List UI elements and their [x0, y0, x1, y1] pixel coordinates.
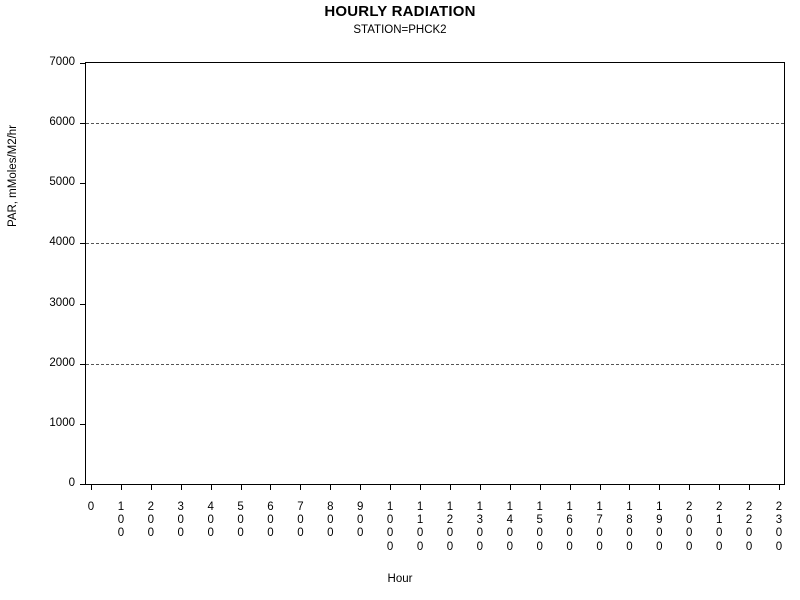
x-tick-mark [719, 485, 721, 490]
gridline [86, 123, 784, 125]
x-tick-mark [91, 485, 92, 490]
x-tick-mark [479, 485, 481, 490]
x-tick-mark [240, 485, 242, 490]
x-tick-mark [330, 485, 332, 490]
gridline [86, 363, 784, 365]
x-tick-mark [659, 485, 661, 490]
x-tick-mark [689, 485, 691, 490]
x-tick-mark [120, 485, 122, 490]
x-tick-mark [390, 485, 392, 490]
y-tick-mark [80, 183, 85, 185]
y-tick-label: 1000 [49, 416, 75, 429]
y-tick-label: 3000 [49, 296, 75, 309]
x-tick-mark [420, 485, 422, 490]
y-tick-mark [80, 63, 85, 64]
y-tick-label: 7000 [49, 56, 75, 68]
x-tick-mark [599, 485, 601, 490]
chart-title: HOURLY RADIATION [324, 3, 476, 20]
x-tick-mark [779, 485, 780, 490]
x-tick-mark [180, 485, 182, 490]
x-tick-mark [569, 485, 571, 490]
y-tick-mark [80, 363, 85, 365]
x-tick-mark [300, 485, 302, 490]
y-tick-mark [80, 484, 85, 485]
x-tick-mark [629, 485, 631, 490]
x-tick-label: 0 [87, 501, 95, 513]
y-tick-label: 2000 [49, 356, 75, 369]
y-tick-label: 6000 [49, 116, 75, 129]
y-tick-mark [80, 243, 85, 245]
x-axis-label: Hour [387, 573, 413, 585]
y-tick-label: 4000 [49, 236, 75, 249]
x-tick-mark [539, 485, 541, 490]
data-series-layer [86, 63, 784, 484]
y-axis-label: PAR, mMoles/M2/hr [7, 124, 19, 227]
x-tick-mark [449, 485, 451, 490]
chart-subtitle: STATION=PHCK2 [353, 24, 447, 36]
y-tick-mark [80, 123, 85, 125]
x-tick-mark [749, 485, 751, 490]
y-tick-mark [80, 423, 85, 425]
y-tick-label: 0 [68, 477, 75, 489]
x-tick-mark [150, 485, 152, 490]
x-tick-mark [360, 485, 362, 490]
x-tick-mark [509, 485, 511, 490]
y-tick-mark [80, 303, 85, 305]
x-tick-mark [210, 485, 212, 490]
plot-area [85, 62, 785, 485]
y-tick-label: 5000 [49, 176, 75, 189]
gridline [86, 243, 784, 245]
x-tick-mark [270, 485, 272, 490]
